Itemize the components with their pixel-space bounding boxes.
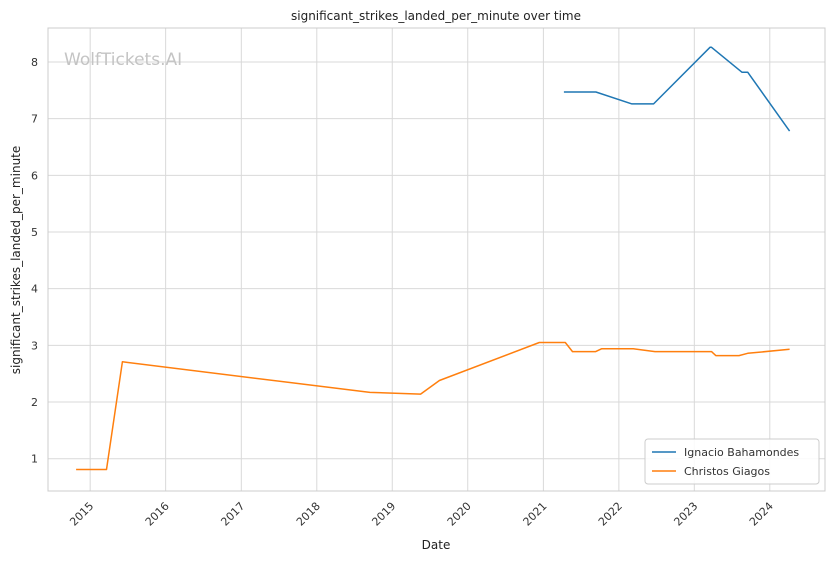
x-tick-label: 2019 [369, 500, 398, 529]
series-line-ignacio-bahamondes [563, 46, 791, 132]
y-tick-label: 5 [31, 226, 38, 239]
x-tick-label: 2021 [521, 500, 550, 529]
legend: Ignacio Bahamondes Christos Giagos [644, 438, 820, 485]
x-tick-labels: 2015 2016 2017 2018 2019 2020 2021 2022 2023 2024 [67, 500, 776, 529]
x-gridlines [89, 28, 771, 491]
y-tick-label: 4 [31, 283, 38, 296]
plot-area [47, 27, 826, 492]
x-tick-label: 2022 [596, 500, 625, 529]
x-tick-label: 2023 [671, 500, 700, 529]
chart-title: significant_strikes_landed_per_minute ov… [291, 9, 581, 23]
legend-box [644, 438, 820, 485]
legend-label-christos-giagos: Christos Giagos [684, 465, 770, 478]
x-tick-label: 2018 [294, 500, 323, 529]
x-tick-label: 2015 [67, 500, 96, 529]
x-tick-label: 2016 [143, 500, 172, 529]
x-axis-label: Date [422, 538, 451, 552]
x-tick-label: 2020 [445, 500, 474, 529]
legend-label-ignacio-bahamondes: Ignacio Bahamondes [684, 446, 799, 459]
series-lines [76, 46, 791, 471]
y-tick-labels: 1 2 3 4 5 6 7 8 [31, 56, 38, 466]
x-tick-label: 2024 [747, 500, 776, 529]
y-tick-label: 6 [31, 169, 38, 182]
y-axis-label: significant_strikes_landed_per_minute [9, 146, 23, 375]
y-tick-label: 1 [31, 453, 38, 466]
watermark: WolfTickets.AI [64, 50, 182, 70]
y-gridlines [48, 61, 825, 460]
y-tick-label: 3 [31, 339, 38, 352]
x-tick-label: 2017 [218, 500, 247, 529]
y-tick-label: 8 [31, 56, 38, 69]
y-tick-label: 2 [31, 396, 38, 409]
y-tick-label: 7 [31, 113, 38, 126]
series-line-christos-giagos [76, 341, 790, 471]
